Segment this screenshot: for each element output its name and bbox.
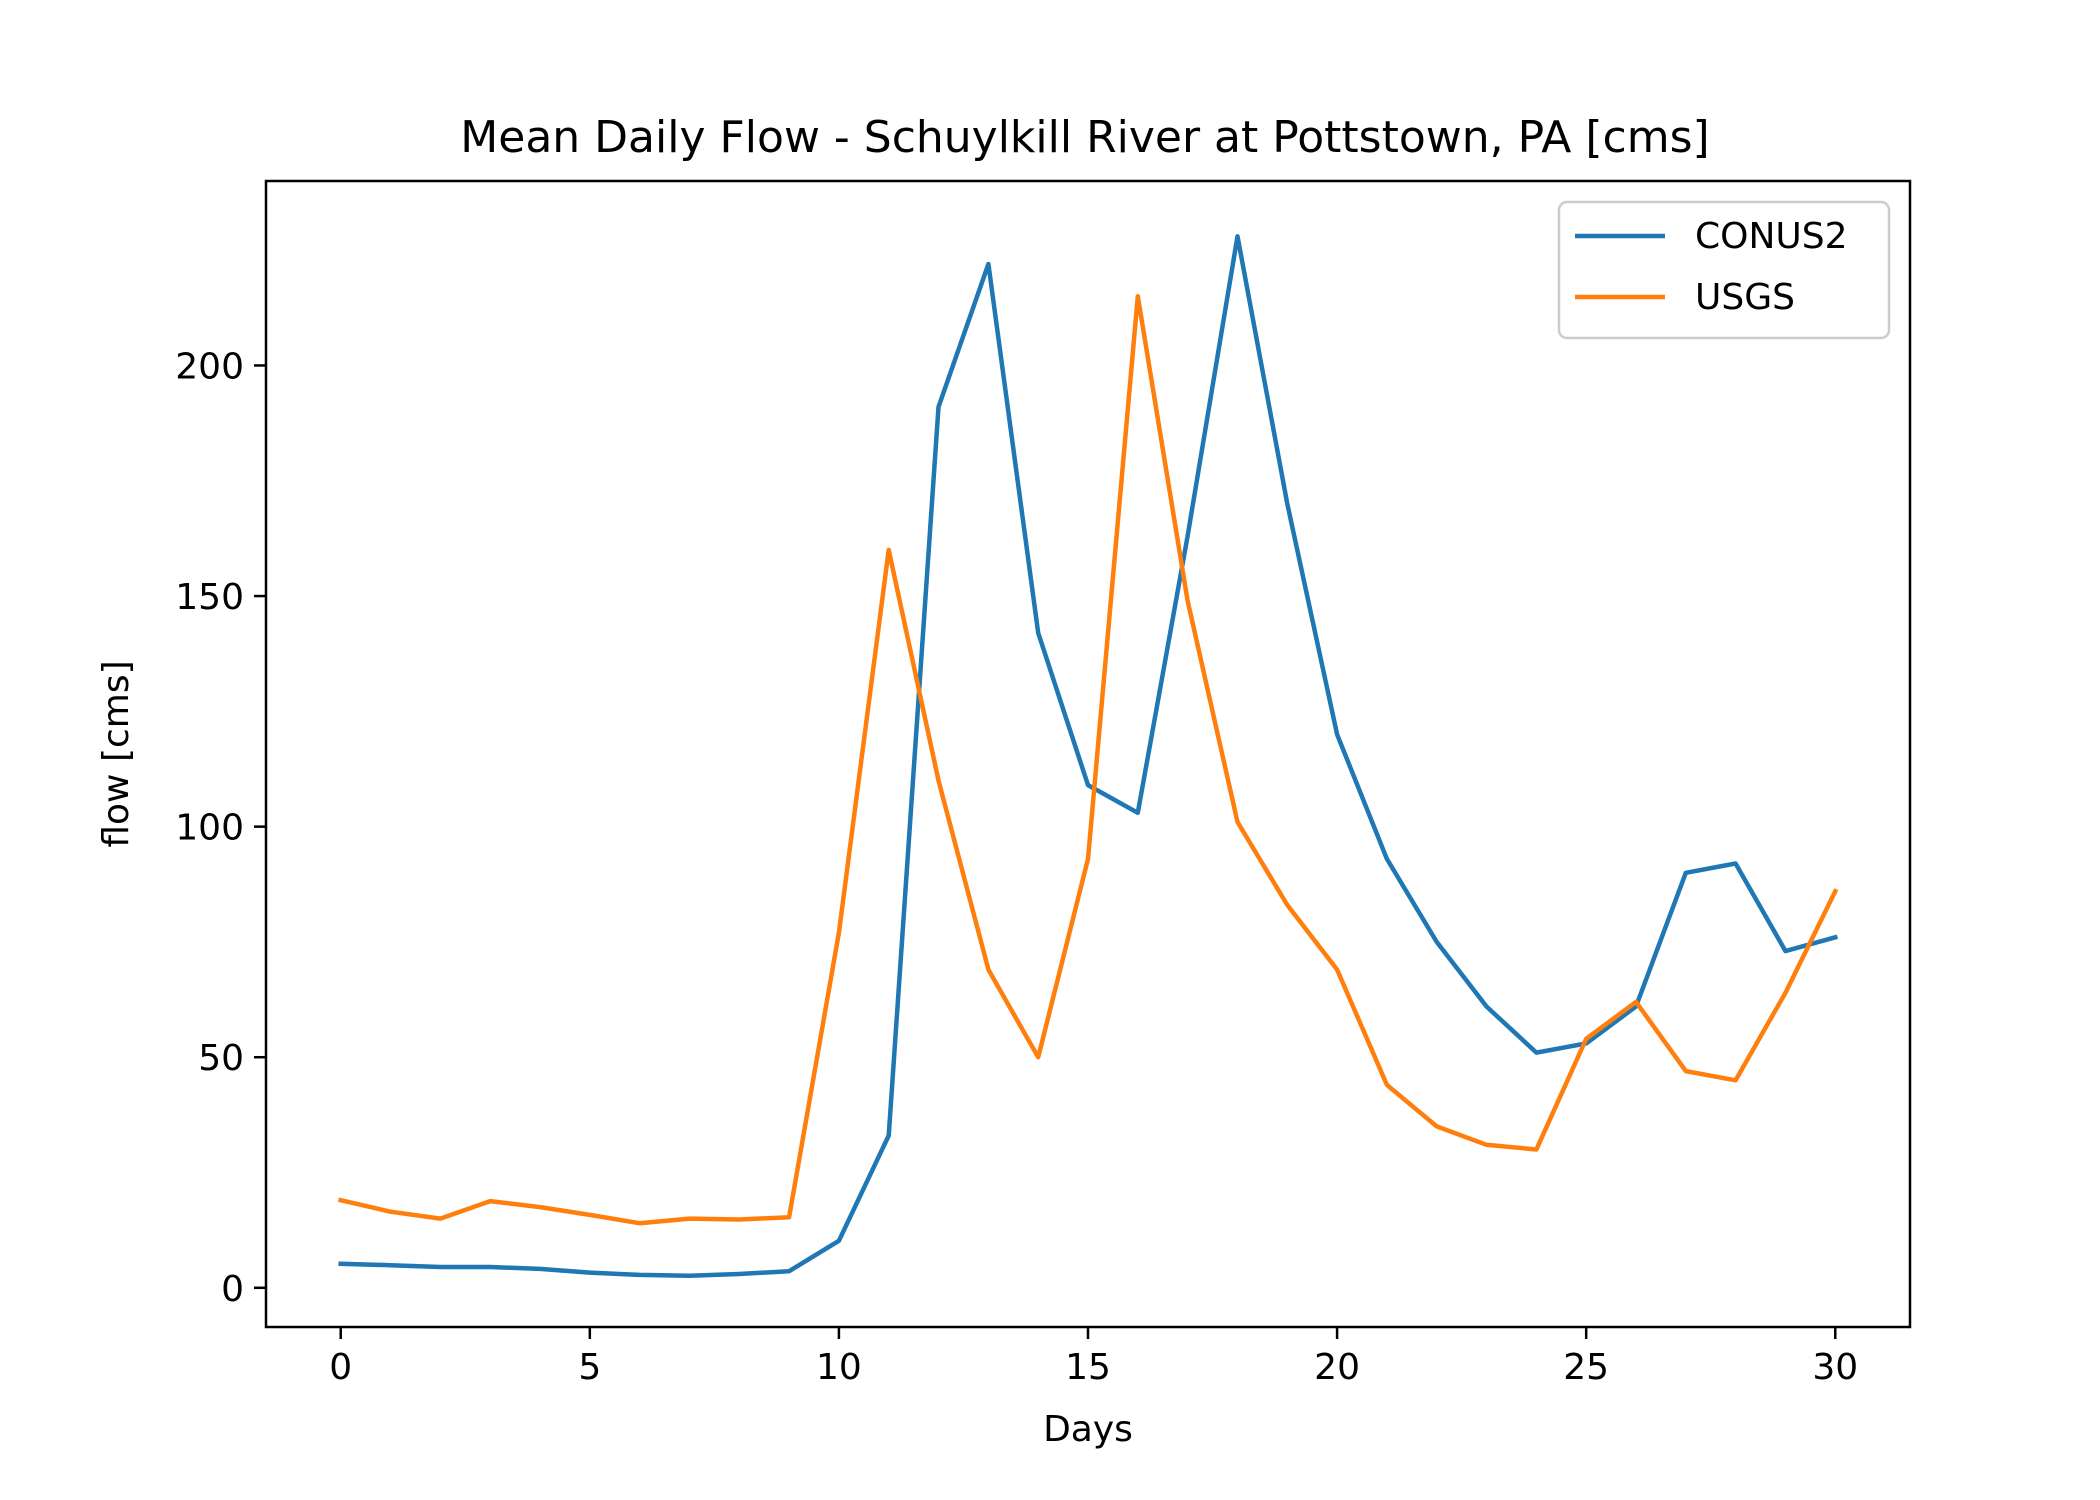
legend-label-conus2: CONUS2 [1695, 216, 1848, 257]
legend: CONUS2 USGS [1557, 200, 1891, 340]
chart-title: Mean Daily Flow - Schuylkill River at Po… [460, 112, 1709, 163]
y-tick-label: 0 [221, 1269, 244, 1310]
y-axis-label: flow [cms] [96, 660, 137, 847]
x-axis-label: Days [1043, 1409, 1133, 1450]
series-line-usgs [338, 294, 1839, 1226]
y-tick-label: 150 [175, 577, 244, 618]
x-tick-label: 5 [578, 1347, 601, 1388]
series-layer [338, 234, 1839, 1279]
y-tick-label: 100 [175, 808, 244, 849]
x-tick-label: 10 [816, 1347, 862, 1388]
y-tick-label: 50 [198, 1038, 244, 1079]
x-tick-label: 30 [1812, 1347, 1858, 1388]
x-tick-label: 20 [1314, 1347, 1360, 1388]
legend-label-usgs: USGS [1695, 277, 1795, 318]
x-tick-label: 25 [1563, 1347, 1609, 1388]
x-tick-label: 0 [329, 1347, 352, 1388]
x-axis-ticks: 0 5 10 15 20 25 30 [329, 1327, 1858, 1388]
y-tick-label: 200 [175, 346, 244, 387]
x-tick-label: 15 [1065, 1347, 1111, 1388]
y-axis-ticks: 0 50 100 150 200 [175, 346, 266, 1310]
